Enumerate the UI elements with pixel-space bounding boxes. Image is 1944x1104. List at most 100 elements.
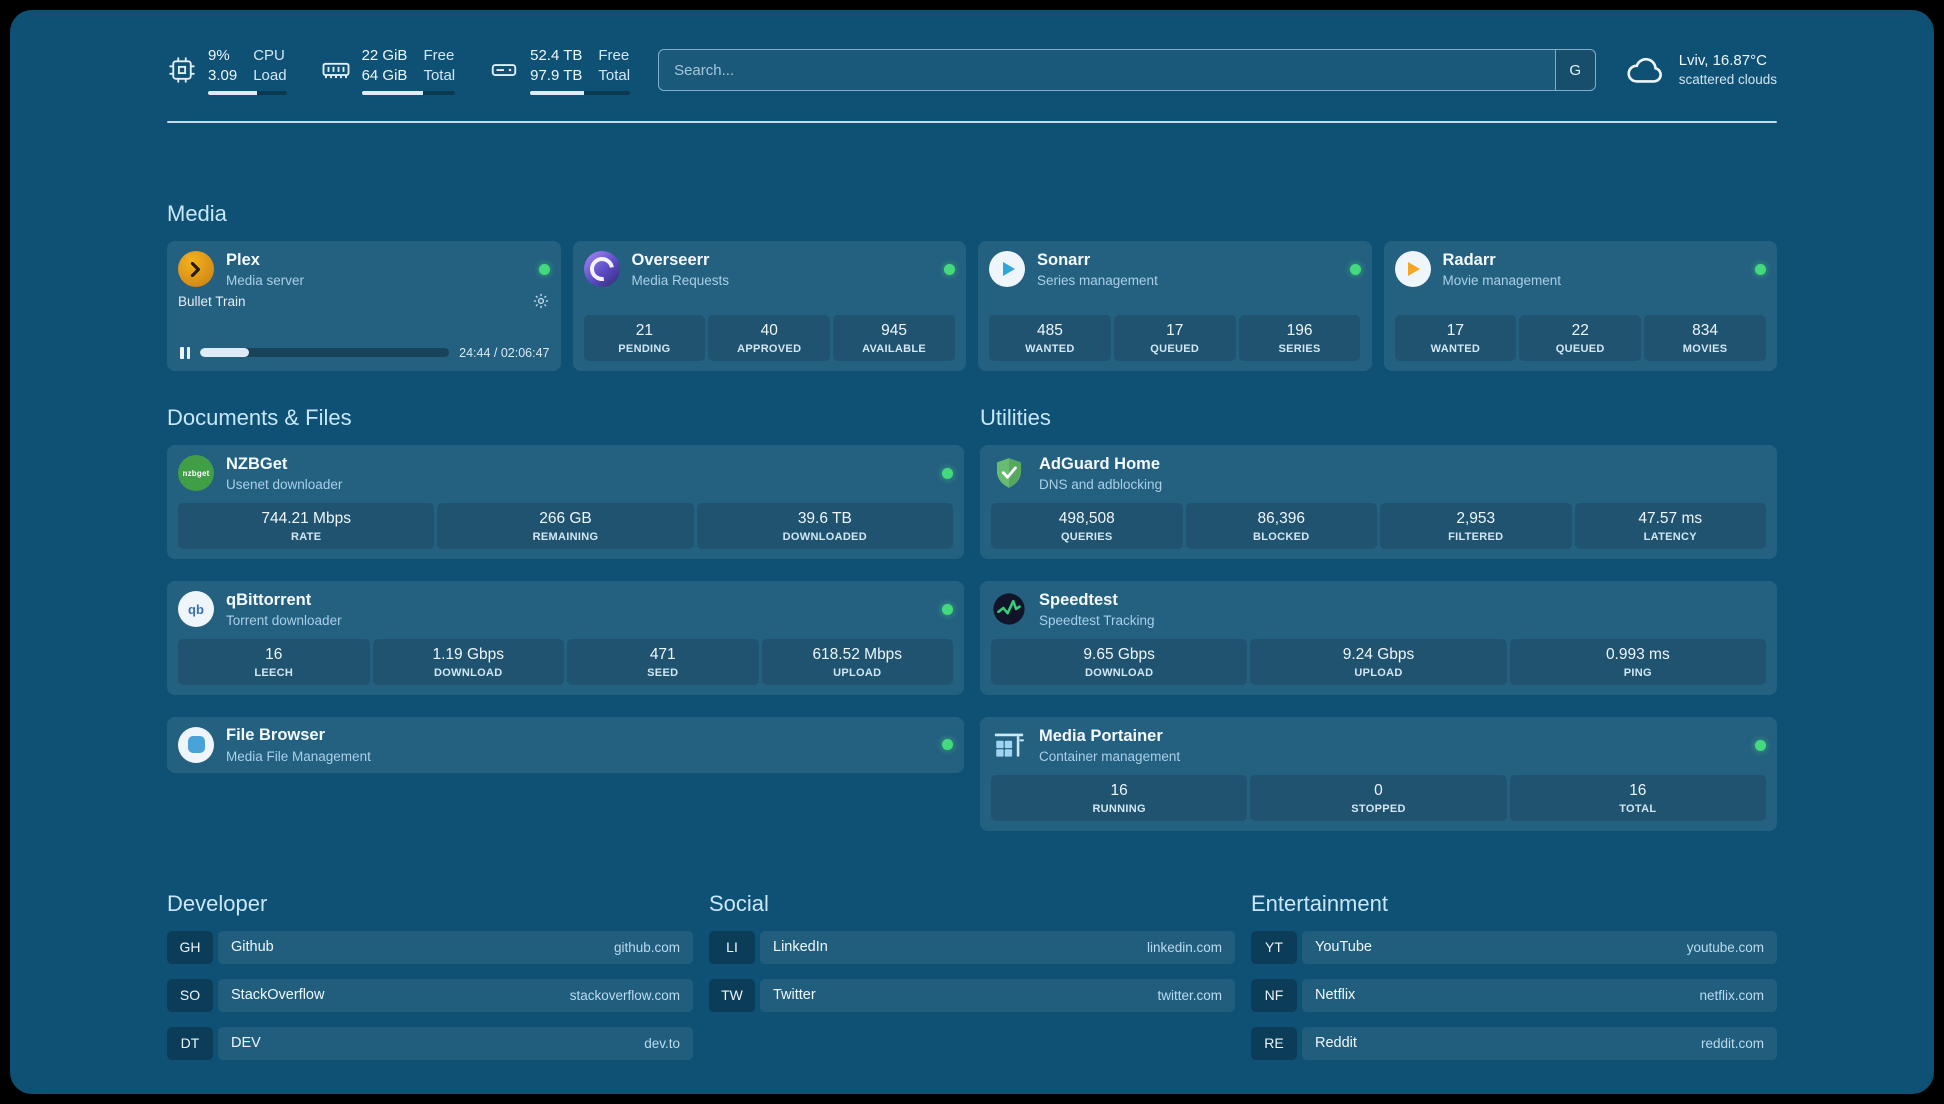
memory-progress-bar — [361, 90, 456, 95]
search-bar: G — [658, 49, 1596, 92]
bookmark-linkedin[interactable]: LI LinkedIn linkedin.com — [709, 930, 1235, 964]
service-subtitle: Series management — [1037, 273, 1158, 289]
gear-icon[interactable] — [532, 292, 550, 310]
stat-tile: 9.65 Gbps DOWNLOAD — [991, 638, 1248, 685]
service-card-portainer[interactable]: Media Portainer Container management 16 … — [980, 716, 1777, 831]
stat-tile: 17 WANTED — [1394, 314, 1517, 361]
bookmark-netflix[interactable]: NF Netflix netflix.com — [1251, 978, 1777, 1012]
stat-tile: 16 TOTAL — [1509, 774, 1766, 821]
stat-value: 2,953 — [1456, 509, 1496, 527]
disk-icon — [489, 55, 519, 85]
service-subtitle: Speedtest Tracking — [1039, 613, 1155, 629]
bookmark-name: Netflix — [1315, 987, 1356, 1004]
weather-location: Lviv, 16.87°C — [1678, 52, 1767, 70]
speedtest-icon — [991, 591, 1027, 627]
disk-progress-bar — [530, 90, 631, 95]
bookmark-github[interactable]: GH Github github.com — [167, 930, 693, 964]
stat-label: LATENCY — [1643, 530, 1697, 543]
bookmark-stackoverflow[interactable]: SO StackOverflow stackoverflow.com — [167, 978, 693, 1012]
bookmark-url: twitter.com — [1157, 987, 1222, 1003]
bookmark-abbr: YT — [1251, 930, 1297, 964]
stat-value: 86,396 — [1257, 509, 1305, 527]
stat-label: MOVIES — [1682, 342, 1728, 355]
bookmarks-section: Developer GH Github github.com SO StackO… — [167, 891, 1777, 1060]
service-name: File Browser — [226, 725, 326, 744]
cpu-icon — [167, 55, 197, 85]
service-name: AdGuard Home — [1039, 454, 1161, 473]
stat-value: 17 — [1166, 321, 1184, 339]
stat-value: 1.19 Gbps — [432, 645, 505, 663]
bookmark-abbr: GH — [167, 930, 213, 964]
stat-value: 16 — [1629, 781, 1647, 799]
stat-tile: 0.993 ms PING — [1509, 638, 1766, 685]
bookmark-abbr: LI — [709, 930, 755, 964]
stat-tile: 471 SEED — [567, 638, 759, 685]
now-playing-title: Bullet Train — [178, 293, 246, 309]
cpu-progress-bar — [208, 90, 287, 95]
memory-free-label: Free — [423, 47, 455, 64]
bookmark-url: dev.to — [644, 1035, 680, 1051]
pause-button[interactable] — [178, 345, 192, 361]
stat-value: 40 — [760, 321, 778, 339]
stat-value: 471 — [649, 645, 676, 663]
status-dot-online — [1349, 263, 1361, 275]
search-provider-button[interactable]: G — [1554, 50, 1595, 91]
filebrowser-icon — [178, 726, 214, 763]
stat-label: WANTED — [1025, 342, 1075, 355]
service-name: Plex — [226, 250, 260, 269]
nzbget-icon: nzbget — [178, 455, 214, 492]
service-card-sonarr[interactable]: Sonarr Series management 485 WANTED 17 Q… — [978, 240, 1372, 371]
service-subtitle: Torrent downloader — [226, 613, 342, 629]
stat-label: DOWNLOAD — [434, 666, 503, 679]
service-card-overseerr[interactable]: Overseerr Media Requests 21 PENDING 40 A… — [572, 240, 966, 371]
cpu-usage-value: 9% — [208, 47, 230, 64]
service-card-speedtest[interactable]: Speedtest Speedtest Tracking 9.65 Gbps D… — [980, 580, 1777, 695]
service-card-plex[interactable]: Plex Media server Bullet Train — [167, 240, 561, 371]
service-card-adguard[interactable]: AdGuard Home DNS and adblocking 498,508 … — [980, 444, 1777, 559]
disk-free-label: Free — [598, 47, 630, 64]
bookmark-name: DEV — [231, 1035, 261, 1052]
search-input[interactable] — [659, 50, 1555, 91]
stat-label: PING — [1623, 666, 1652, 679]
section-title-media: Media — [167, 200, 227, 226]
stat-tile: 86,396 BLOCKED — [1185, 502, 1377, 549]
stat-tile: 618.52 Mbps UPLOAD — [761, 638, 953, 685]
weather-condition: scattered clouds — [1678, 72, 1777, 88]
service-card-nzbget[interactable]: nzbget NZBGet Usenet downloader 744.21 M… — [167, 444, 964, 559]
bookmark-url: youtube.com — [1686, 939, 1764, 955]
stat-label: QUEUED — [1150, 342, 1200, 355]
status-dot-online — [1755, 739, 1766, 751]
nzbget-icon-text: nzbget — [182, 468, 210, 478]
section-title-social: Social — [709, 890, 769, 916]
bookmark-reddit[interactable]: RE Reddit reddit.com — [1251, 1026, 1777, 1060]
portainer-icon — [991, 727, 1027, 763]
service-name: Radarr — [1442, 250, 1496, 269]
stat-label: TOTAL — [1619, 802, 1657, 815]
stat-value: 39.6 TB — [797, 509, 852, 527]
plex-icon — [178, 251, 214, 288]
stat-label: FILTERED — [1448, 530, 1504, 543]
stat-value: 9.24 Gbps — [1342, 645, 1415, 663]
stat-value: 16 — [1110, 781, 1128, 799]
stat-label: APPROVED — [737, 342, 802, 355]
service-card-qbittorrent[interactable]: qb qBittorrent Torrent downloader 16 LEE… — [167, 580, 964, 695]
stat-tile: 485 WANTED — [989, 314, 1111, 361]
cpu-load-value: 3.09 — [208, 66, 238, 84]
service-name: NZBGet — [226, 454, 288, 473]
stat-tile: 2,953 FILTERED — [1380, 502, 1572, 549]
stat-label: STOPPED — [1351, 802, 1406, 815]
service-card-radarr[interactable]: Radarr Movie management 17 WANTED 22 QUE… — [1383, 240, 1777, 371]
playback-progress-bar[interactable] — [200, 348, 450, 358]
stat-label: DOWNLOAD — [1084, 666, 1154, 679]
bookmark-dev[interactable]: DT DEV dev.to — [167, 1026, 693, 1060]
bookmark-twitter[interactable]: TW Twitter twitter.com — [709, 978, 1235, 1012]
stat-label: QUEUED — [1555, 342, 1605, 355]
stat-label: REMAINING — [532, 530, 599, 543]
stat-value: 21 — [635, 321, 654, 339]
stat-value: 485 — [1036, 321, 1063, 339]
service-card-filebrowser[interactable]: File Browser Media File Management — [167, 716, 964, 773]
bookmark-name: LinkedIn — [773, 939, 828, 956]
stat-value: 498,508 — [1058, 509, 1115, 527]
bookmark-youtube[interactable]: YT YouTube youtube.com — [1251, 930, 1777, 964]
section-title-entertainment: Entertainment — [1251, 890, 1388, 916]
